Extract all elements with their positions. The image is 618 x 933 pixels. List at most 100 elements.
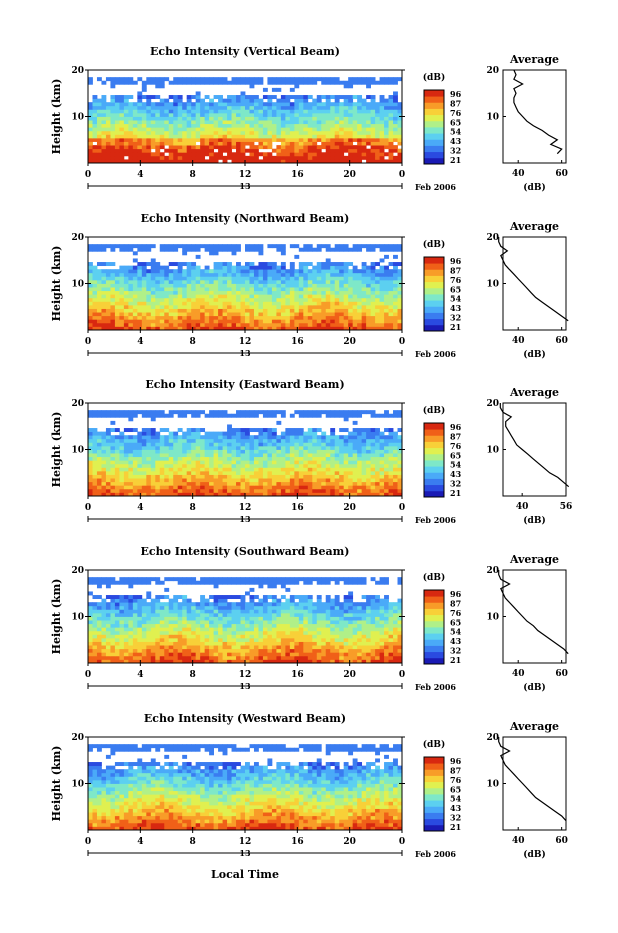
heatmap-cell [389,284,394,288]
heatmap-cell [249,99,254,103]
heatmap-cell [173,117,178,121]
heatmap-cell [326,131,331,135]
heatmap-cell [380,656,385,660]
heatmap-cell [380,269,385,273]
heatmap-cell [263,309,268,313]
x-tick-label: 16 [291,503,304,513]
heatmap-cell [106,276,111,280]
heatmap-cell [254,124,259,128]
heatmap-cell [142,84,147,88]
heatmap-cell [366,142,371,146]
heatmap-cell [321,450,326,454]
heatmap-cell [92,120,97,124]
heatmap-cell [330,138,335,142]
heatmap-cell [209,485,214,489]
heatmap-cell [249,638,254,642]
heatmap-cell [258,323,263,327]
heatmap-cell [178,298,183,302]
heatmap-cell [142,634,147,638]
heatmap-cell [133,467,138,471]
heatmap-cell [366,273,371,277]
heatmap-cell [223,284,228,288]
heatmap-cell [160,471,165,475]
heatmap-cell [209,152,214,156]
heatmap-cell [92,287,97,291]
heatmap-cell [344,102,349,106]
heatmap-cell [137,102,142,106]
heatmap-cell [133,124,138,128]
heatmap-cell [263,460,268,464]
heatmap-cell [294,294,299,298]
heatmap-cell [236,117,241,121]
heatmap-cell [227,489,232,493]
heatmap-cell [362,446,367,450]
heatmap-cell [232,460,237,464]
heatmap-cell [263,645,268,649]
heatmap-cell [339,142,344,146]
heatmap-cell [110,113,115,117]
heatmap-cell [330,453,335,457]
colorbar-segment [424,442,444,449]
heatmap-cell [164,309,169,313]
heatmap-cell [344,95,349,99]
heatmap-cell [263,127,268,131]
heatmap-cell [281,134,286,138]
heatmap-cell [353,145,358,149]
heatmap-cell [227,291,232,295]
heatmap-cell [276,145,281,149]
heatmap-cell [191,266,196,270]
heatmap-cell [258,138,263,142]
colorbar-segment [424,460,444,467]
heatmap-cell [227,652,232,656]
heatmap-cell [128,414,133,418]
heatmap-cell [182,301,187,305]
heatmap-cell [339,284,344,288]
heatmap-cell [362,305,367,309]
heatmap-cell [339,102,344,106]
heatmap-cell [169,649,174,653]
heatmap-cell [205,273,210,277]
heatmap-cell [254,485,259,489]
heatmap-cell [267,156,272,160]
heatmap-cell [236,266,241,270]
heatmap-cell [272,471,277,475]
heatmap-cell [308,460,313,464]
heatmap-cell [160,248,165,252]
heatmap-cell [245,319,250,323]
heatmap-cell [299,81,304,85]
heatmap-cell [106,298,111,302]
heatmap-cell [155,113,160,117]
heatmap-cell [317,149,322,153]
heatmap-cell [128,294,133,298]
heatmap-cell [97,262,102,266]
heatmap-cell [115,95,120,99]
heatmap-cell [362,652,367,656]
heatmap-cell [285,645,290,649]
heatmap-cell [115,464,120,468]
heatmap-cell [393,145,398,149]
heatmap-cell [227,442,232,446]
heatmap-cell [196,109,201,113]
heatmap-cell [146,457,151,461]
heatmap-cell [393,457,398,461]
heatmap-cell [101,638,106,642]
heatmap-cell [294,450,299,454]
heatmap-cell [160,84,165,88]
heatmap-cell [254,475,259,479]
heatmap-cell [290,117,295,121]
heatmap-cell [371,305,376,309]
heatmap-cell [209,446,214,450]
heatmap-cell [160,99,165,103]
panel-1: Echo Intensity (Northward Beam)2010Heigh… [50,212,568,360]
heatmap-cell [115,127,120,131]
heatmap-cell [326,258,331,262]
heatmap-cell [353,634,358,638]
heatmap-cell [97,649,102,653]
heatmap-cell [245,439,250,443]
heatmap-cell [353,645,358,649]
heatmap-cell [241,305,246,309]
heatmap-cell [362,134,367,138]
heatmap-cell [128,276,133,280]
heatmap-cell [263,489,268,493]
heatmap-cell [106,446,111,450]
